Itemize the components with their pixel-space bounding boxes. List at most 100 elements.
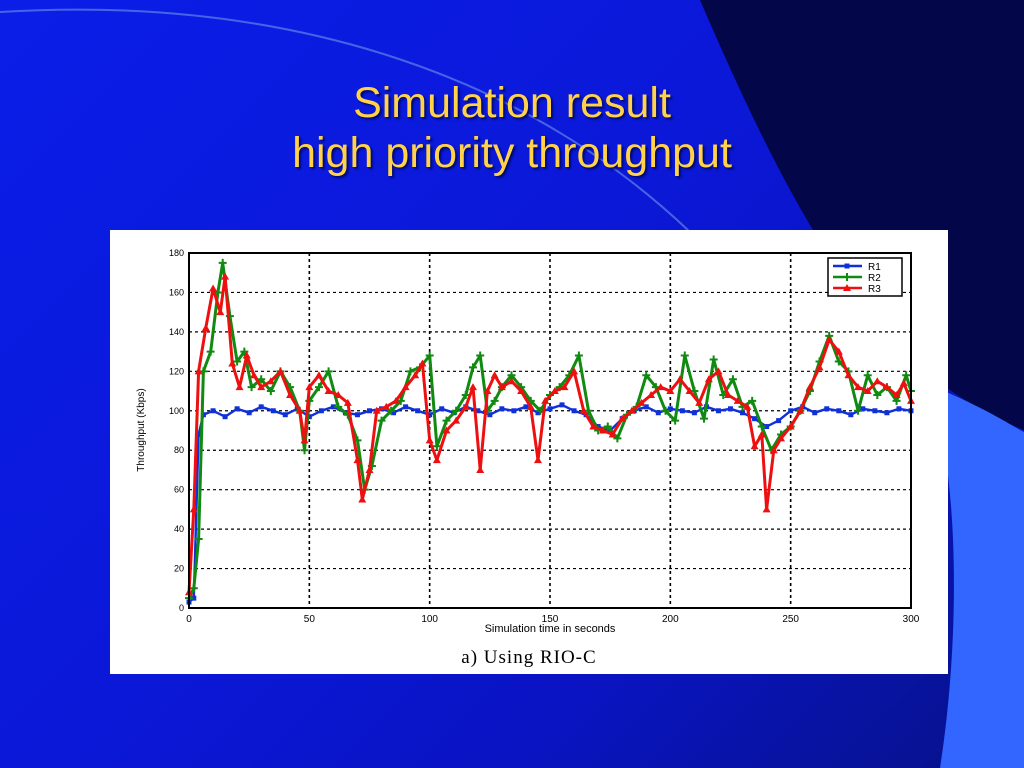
data-point [218,258,227,267]
data-point [206,347,215,356]
data-point [196,431,202,437]
data-point [377,416,386,425]
series-r2 [185,258,915,603]
data-point [796,406,805,414]
data-point [666,387,675,395]
data-point [872,408,878,414]
data-point [257,375,266,384]
data-point [432,442,441,451]
data-point [748,396,757,405]
data-point [201,323,210,331]
data-point [442,426,451,434]
data-point [382,402,391,410]
data-point [439,406,445,412]
data-point [757,422,766,431]
data-point [406,367,415,376]
data-point [728,406,733,412]
data-point [246,410,252,416]
data-point [240,347,249,356]
data-point [343,398,352,406]
data-point [618,414,627,422]
data-point [613,434,622,443]
data-point [655,410,661,416]
data-point [743,402,752,410]
data-point [314,371,323,379]
data-point [777,434,786,442]
data-point [266,387,275,396]
data-point [242,351,251,359]
data-point [700,414,709,423]
data-point [714,367,723,375]
data-point [786,422,795,430]
data-point [228,359,237,367]
data-point [194,534,203,543]
data-point [476,351,485,360]
data-point [300,436,309,444]
legend-label: R2 [868,273,881,284]
data-point [276,367,285,375]
data-point [815,363,824,371]
data-point [507,377,516,385]
title-swoosh-line [0,8,691,233]
data-point [589,422,598,430]
data-point [691,410,697,416]
data-point [667,406,673,412]
data-point [425,436,434,444]
y-tick-label: 100 [169,406,184,416]
data-point [318,408,324,414]
x-tick-label: 200 [662,614,679,625]
data-point [541,396,550,404]
legend-label: R3 [868,284,881,295]
data-point [411,371,420,379]
data-point [608,430,617,438]
data-point [270,408,276,414]
data-point [367,408,372,414]
data-point [314,383,323,392]
data-point [805,383,814,391]
data-point [560,383,569,391]
data-point [896,406,902,412]
data-point [286,391,295,398]
legend-entry: R3 [833,284,881,295]
data-point [523,404,529,410]
plot-frame [188,252,912,609]
data-point [487,412,493,418]
data-point [715,408,721,414]
data-point [631,408,637,414]
chart-series [185,258,915,605]
data-point [685,387,694,395]
data-point [209,284,218,292]
data-point [776,418,782,424]
data-point [733,396,742,404]
data-point [418,359,427,367]
data-point [559,402,565,408]
data-point [452,406,461,415]
y-tick-label: 40 [174,524,184,534]
data-point [902,371,911,380]
figure-panel: 0 50 100 150 200 250 300 0 20 40 60 80 100 120 140 160 1… [110,230,948,674]
data-point [354,412,360,418]
data-point [642,371,651,380]
data-point [189,505,198,513]
data-point [656,383,665,391]
data-point [884,410,890,416]
chart-grid [189,253,911,608]
data-point [490,371,499,379]
series-r1 [186,402,914,605]
y-axis-label: Throughput (Kbps) [136,388,147,471]
data-point [324,387,333,395]
x-tick-label: 300 [903,614,920,625]
data-point [873,391,882,399]
data-point [750,442,759,450]
y-tick-label: 20 [174,564,184,574]
data-point [401,383,410,391]
figure-caption: a) Using RIO-C [461,647,597,668]
data-point [709,355,718,364]
data-point [517,387,526,395]
data-point [873,377,882,385]
data-point [679,408,685,414]
x-tick-label: 100 [421,614,438,625]
data-point [461,402,470,410]
data-point [425,351,434,360]
data-point [235,383,244,391]
